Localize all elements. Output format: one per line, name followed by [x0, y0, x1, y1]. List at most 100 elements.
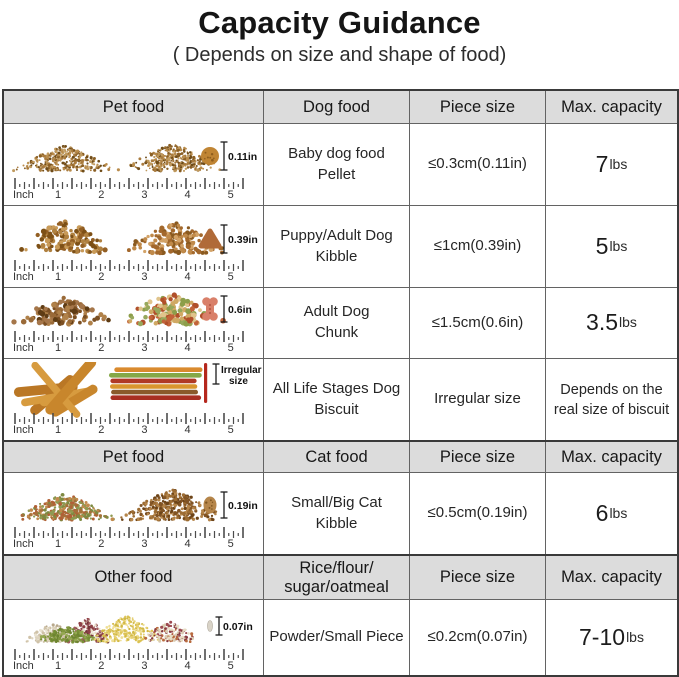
- header-piece-size: Piece size: [409, 442, 545, 472]
- header-piece-size: Piece size: [409, 91, 545, 123]
- table-row-cat-kibble: 0.19in Inch 1 2 3 4 5 Small/Big Cat Kibble ≤0.…: [4, 472, 677, 554]
- header-piece-size: Piece size: [409, 556, 545, 599]
- svg-text:0.11in: 0.11in: [228, 151, 257, 163]
- food-name-cell: Powder/Small Piece: [263, 600, 409, 675]
- svg-text:2: 2: [98, 342, 104, 354]
- svg-text:2: 2: [98, 424, 104, 436]
- svg-text:3: 3: [141, 342, 147, 354]
- svg-text:0.19in: 0.19in: [228, 500, 258, 512]
- food-photo-cat-kibble: 0.19in Inch 1 2 3 4 5: [4, 473, 263, 554]
- capacity-value: 7-10: [579, 623, 626, 650]
- capacity-unit: lbs: [609, 237, 628, 254]
- header-max-capacity: Max. capacity: [545, 556, 677, 599]
- svg-text:3: 3: [141, 424, 147, 436]
- svg-text:1: 1: [55, 424, 61, 436]
- svg-text:0.39in: 0.39in: [228, 234, 258, 246]
- food-photo-grains: 0.07in Inch 1 2 3 4 5: [4, 600, 263, 675]
- header-max-capacity: Max. capacity: [545, 442, 677, 472]
- svg-text:Inch: Inch: [13, 424, 34, 436]
- svg-text:5: 5: [227, 424, 233, 436]
- svg-text:1: 1: [55, 660, 61, 672]
- food-name-cell: Small/Big Cat Kibble: [263, 473, 409, 554]
- svg-text:3: 3: [141, 189, 147, 201]
- food-photo-adult-kibble: 0.39in Inch 1 2 3 4 5: [4, 206, 263, 287]
- capacity-value: 7: [595, 150, 609, 177]
- food-photo-baby-pellet: 0.11in Inch 1 2 3 4 5: [4, 124, 263, 205]
- piece-size-cell: ≤0.2cm(0.07in): [409, 600, 545, 675]
- piece-size-cell: Irregular size: [409, 359, 545, 440]
- capacity-unit: lbs: [609, 155, 628, 172]
- svg-text:Irregular: Irregular: [221, 365, 262, 376]
- svg-text:4: 4: [184, 189, 190, 201]
- svg-text:Inch: Inch: [13, 342, 34, 354]
- capacity-value: 5: [595, 232, 609, 259]
- table-row-powder-small-piece: 0.07in Inch 1 2 3 4 5 Powder/Small Piece ≤0.2c…: [4, 599, 677, 675]
- svg-text:5: 5: [227, 660, 233, 672]
- table-row-dog-biscuit: Irregular size Inch 1 2 3 4 5 All Life Stages D…: [4, 358, 677, 440]
- svg-text:5: 5: [227, 271, 233, 283]
- food-name-cell: Puppy/Adult Dog Kibble: [263, 206, 409, 287]
- capacity-cell: 7 lbs: [545, 124, 677, 205]
- table-row-adult-dog-chunk: 0.6in Inch 1 2 3 4 5 Adult Dog Chunk ≤1.5cm(0.…: [4, 287, 677, 358]
- svg-text:3: 3: [141, 660, 147, 672]
- capacity-table: Pet food Dog food Piece size Max. capaci…: [2, 89, 679, 677]
- svg-text:0.07in: 0.07in: [223, 621, 253, 633]
- svg-text:2: 2: [98, 538, 104, 550]
- header-cat-food: Cat food: [263, 442, 409, 472]
- capacity-cell: 6 lbs: [545, 473, 677, 554]
- svg-text:3: 3: [141, 538, 147, 550]
- table-row-baby-dog-food: 0.11in Inch 1 2 3 4 5 Baby dog food Pellet ≤0.…: [4, 123, 677, 205]
- piece-size-cell: ≤1cm(0.39in): [409, 206, 545, 287]
- food-name-cell: Adult Dog Chunk: [263, 288, 409, 358]
- capacity-cell: Depends on the real size of biscuit: [545, 359, 677, 440]
- food-photo-dog-chunk: 0.6in Inch 1 2 3 4 5: [4, 288, 263, 358]
- table-row-puppy-adult-kibble: 0.39in Inch 1 2 3 4 5 Puppy/Adult Dog Kibble ≤…: [4, 205, 677, 287]
- page-title: Capacity Guidance: [198, 5, 481, 40]
- capacity-unit: lbs: [619, 314, 637, 331]
- svg-text:4: 4: [184, 660, 190, 672]
- svg-text:size: size: [229, 376, 248, 387]
- food-photo-dog-biscuit: Irregular size Inch 1 2 3 4 5: [4, 359, 263, 440]
- capacity-cell: 7-10 lbs: [545, 600, 677, 675]
- table-header-cat-food: Pet food Cat food Piece size Max. capaci…: [4, 440, 677, 472]
- svg-text:2: 2: [98, 271, 104, 283]
- svg-text:4: 4: [184, 271, 190, 283]
- svg-text:Inch: Inch: [13, 660, 34, 672]
- svg-text:1: 1: [55, 342, 61, 354]
- svg-text:4: 4: [184, 538, 190, 550]
- food-name-cell: All Life Stages Dog Biscuit: [263, 359, 409, 440]
- table-header-dog-food: Pet food Dog food Piece size Max. capaci…: [4, 91, 677, 123]
- page-subtitle: ( Depends on size and shape of food): [172, 44, 507, 66]
- piece-size-cell: ≤0.3cm(0.11in): [409, 124, 545, 205]
- header-other-food: Other food: [94, 568, 173, 587]
- svg-text:5: 5: [227, 538, 233, 550]
- svg-text:Inch: Inch: [13, 538, 34, 550]
- svg-text:4: 4: [184, 342, 190, 354]
- svg-text:0.6in: 0.6in: [228, 304, 252, 316]
- capacity-unit: lbs: [609, 504, 628, 521]
- header-pet-food: Pet food: [102, 447, 165, 466]
- svg-text:2: 2: [98, 189, 104, 201]
- header-dog-food: Dog food: [263, 91, 409, 123]
- capacity-unit: lbs: [626, 628, 644, 645]
- food-name-cell: Baby dog food Pellet: [263, 124, 409, 205]
- piece-size-cell: ≤1.5cm(0.6in): [409, 288, 545, 358]
- header-pet-food: Pet food: [102, 97, 165, 116]
- svg-text:4: 4: [184, 424, 190, 436]
- piece-size-cell: ≤0.5cm(0.19in): [409, 473, 545, 554]
- header-max-capacity: Max. capacity: [545, 91, 677, 123]
- svg-text:Inch: Inch: [13, 189, 34, 201]
- svg-text:1: 1: [55, 271, 61, 283]
- svg-text:3: 3: [141, 271, 147, 283]
- capacity-value: 3.5: [586, 309, 619, 336]
- svg-text:2: 2: [98, 660, 104, 672]
- header-rice-flour: Rice/flour/ sugar/oatmeal: [263, 556, 409, 599]
- table-header-other-food: Other food Rice/flour/ sugar/oatmeal Pie…: [4, 554, 677, 599]
- capacity-cell: 5 lbs: [545, 206, 677, 287]
- svg-text:1: 1: [55, 189, 61, 201]
- svg-text:1: 1: [55, 538, 61, 550]
- capacity-value: 6: [595, 499, 609, 526]
- capacity-cell: 3.5 lbs: [545, 288, 677, 358]
- svg-text:Inch: Inch: [13, 271, 34, 283]
- svg-text:5: 5: [227, 189, 233, 201]
